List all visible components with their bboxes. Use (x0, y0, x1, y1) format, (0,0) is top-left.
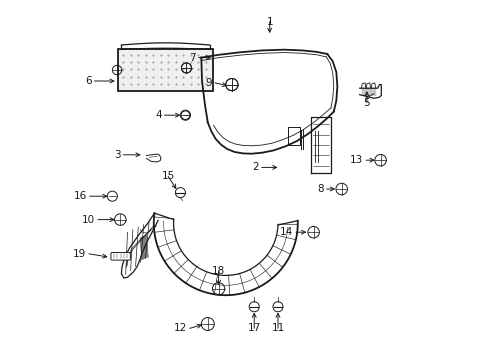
Text: 7: 7 (189, 53, 196, 63)
Text: 1: 1 (266, 17, 272, 27)
Text: 16: 16 (73, 191, 87, 201)
Text: 11: 11 (271, 323, 284, 333)
Text: 18: 18 (211, 266, 225, 276)
Text: 19: 19 (73, 249, 86, 259)
Text: 2: 2 (252, 162, 258, 172)
Text: 14: 14 (279, 227, 292, 237)
Text: 12: 12 (173, 323, 186, 333)
Text: 13: 13 (349, 155, 363, 165)
Text: 5: 5 (363, 98, 369, 108)
Text: 9: 9 (205, 78, 212, 88)
FancyBboxPatch shape (118, 49, 213, 91)
Text: 17: 17 (247, 323, 260, 333)
FancyBboxPatch shape (111, 253, 130, 260)
Text: 6: 6 (85, 76, 91, 86)
Text: 10: 10 (82, 215, 95, 225)
Text: 8: 8 (316, 184, 323, 194)
Text: 15: 15 (161, 171, 174, 181)
Text: 3: 3 (113, 150, 120, 160)
Text: 4: 4 (155, 110, 162, 120)
